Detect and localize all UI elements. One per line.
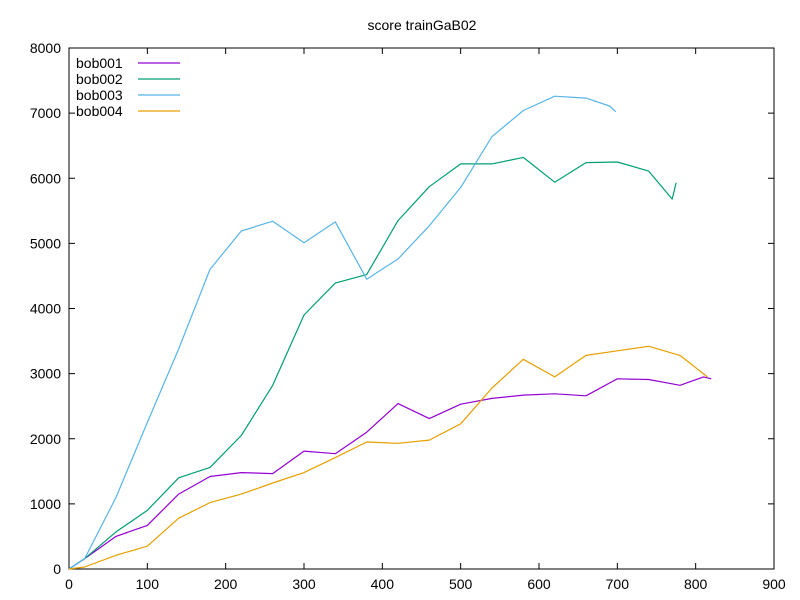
x-tick-label: 500 [449, 576, 473, 592]
y-tick-label: 5000 [30, 235, 61, 251]
x-tick-label: 800 [684, 576, 708, 592]
legend-label-bob003: bob003 [76, 87, 123, 103]
y-tick-label: 4000 [30, 301, 61, 317]
x-tick-label: 700 [606, 576, 630, 592]
y-tick-label: 7000 [30, 105, 61, 121]
series-line-bob002 [68, 156, 677, 570]
series-layer [68, 95, 712, 570]
legend-label-bob002: bob002 [76, 71, 123, 87]
y-tick-label: 6000 [30, 170, 61, 186]
x-tick-label: 100 [136, 576, 160, 592]
plot-area [68, 47, 775, 570]
x-tick-label: 200 [214, 576, 238, 592]
x-tick-label: 400 [371, 576, 395, 592]
y-tick-label: 0 [53, 561, 61, 577]
y-tick-label: 2000 [30, 431, 61, 447]
x-tick-label: 300 [292, 576, 316, 592]
x-tick-label: 0 [65, 576, 73, 592]
legend-label-bob004: bob004 [76, 103, 123, 119]
chart-title: score trainGaB02 [368, 17, 477, 33]
plot-border [68, 47, 775, 570]
y-tick-label: 3000 [30, 366, 61, 382]
x-tick-label: 600 [527, 576, 551, 592]
x-tick-label: 900 [762, 576, 786, 592]
series-line-bob001 [68, 376, 712, 570]
series-line-bob003 [68, 95, 617, 570]
y-tick-label: 1000 [30, 496, 61, 512]
y-tick-label: 8000 [30, 40, 61, 56]
series-line-bob004 [68, 345, 708, 570]
axes: 0 100 200 300 400 500 600 700 800 900 0 1000 2000 300… [30, 40, 786, 592]
legend-label-bob001: bob001 [76, 55, 123, 71]
